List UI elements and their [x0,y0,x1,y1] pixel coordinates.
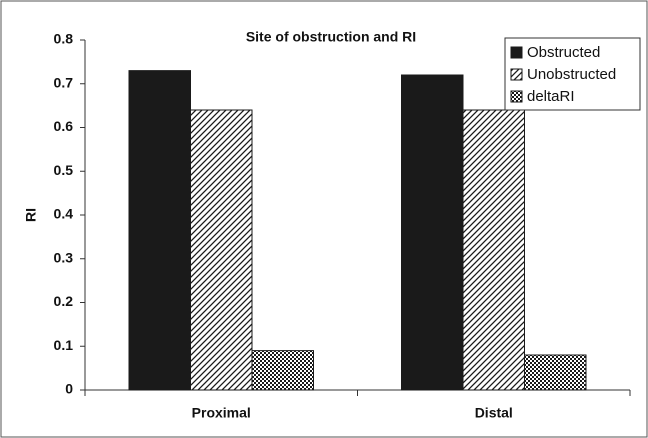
y-tick-label: 0.2 [54,293,74,309]
y-tick-label: 0.7 [54,74,74,90]
y-tick-label: 0.1 [54,337,74,353]
x-tick-label: Distal [475,405,513,421]
legend-label: Obstructed [527,44,600,61]
y-tick-label: 0.8 [54,31,74,47]
y-tick-label: 0 [65,381,73,397]
bar [251,350,314,391]
legend-swatch [510,90,523,103]
legend-label: Unobstructed [527,66,616,83]
bar [401,74,464,391]
legend-box [504,37,641,111]
y-tick-label: 0.6 [54,118,74,134]
y-tick-label: 0.3 [54,249,74,265]
chart-title: Site of obstruction and RI [246,29,416,45]
y-tick-label: 0.5 [54,162,74,178]
bar [462,109,525,391]
bar [524,354,587,391]
legend-label: deltaRI [527,88,575,105]
bar [190,109,253,391]
x-tick-label: Proximal [192,405,251,421]
y-axis-label: RI [23,208,39,222]
bar [128,70,191,391]
y-tick-label: 0.4 [54,206,74,222]
legend-swatch [510,46,523,59]
legend-swatch [510,68,523,81]
